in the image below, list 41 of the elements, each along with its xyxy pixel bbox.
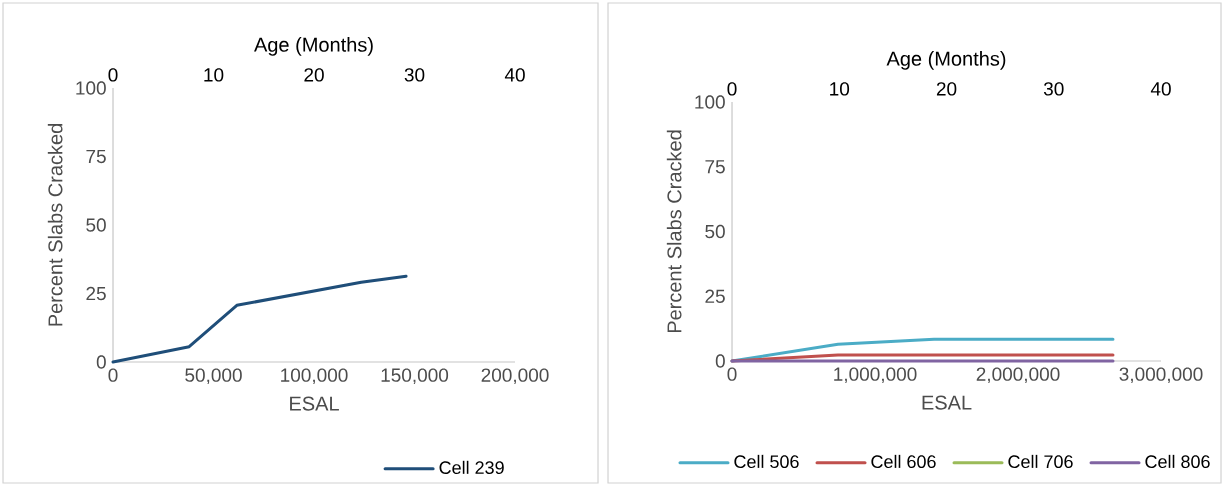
legend-label: Cell 239 <box>439 460 504 475</box>
x-tick-label: 2,000,000 <box>976 367 1060 384</box>
y-tick-label: 75 <box>705 160 725 174</box>
y-tick-label: 50 <box>705 224 725 239</box>
y-axis-title: Percent Slabs Cracked <box>47 124 63 326</box>
x-tick-label: 1,000,000 <box>834 367 917 384</box>
x-axis-title: ESAL <box>290 396 339 411</box>
legend-label: Cell 706 <box>1008 454 1073 469</box>
x-tick-label: 200,000 <box>481 368 549 385</box>
x2-tick-label: 10 <box>204 68 224 82</box>
y-tick-label: 100 <box>695 95 725 109</box>
y-tick-label: 25 <box>86 286 106 301</box>
x2-tick-label: 20 <box>936 82 957 96</box>
y-tick-label: 0 <box>96 355 106 369</box>
x2-tick-label: 10 <box>830 82 850 96</box>
x-axis-title: ESAL <box>922 395 972 410</box>
x2-tick-label: 20 <box>304 68 324 82</box>
y-axis-title: Percent Slabs Cracked <box>666 130 682 333</box>
y-tick-label: 100 <box>76 81 106 95</box>
x2-tick-label: 40 <box>1150 82 1171 96</box>
x2-axis-title: Age (Months) <box>886 51 1006 70</box>
x2-axis-title: Age (Months) <box>254 37 373 56</box>
x2-tick-label: 0 <box>108 68 118 82</box>
x2-tick-label: 40 <box>504 68 525 82</box>
y-tick-label: 50 <box>86 218 106 232</box>
x2-tick-label: 30 <box>1043 82 1064 96</box>
y-tick-label: 0 <box>715 354 725 368</box>
legend-label: Cell 606 <box>871 454 936 469</box>
x-tick-label: 0 <box>108 368 118 382</box>
x2-tick-label: 30 <box>404 68 425 82</box>
y-tick-label: 25 <box>705 289 725 303</box>
legend-label: Cell 506 <box>734 454 799 469</box>
x2-tick-label: 0 <box>727 82 737 96</box>
legend-label: Cell 806 <box>1145 454 1210 469</box>
x-tick-label: 50,000 <box>185 368 242 385</box>
x-tick-label: 0 <box>727 367 737 381</box>
line-series <box>111 274 408 364</box>
x-tick-label: 3,000,000 <box>1119 367 1203 384</box>
x-tick-label: 150,000 <box>381 368 449 385</box>
x-tick-label: 100,000 <box>281 368 348 385</box>
y-tick-label: 75 <box>86 149 106 164</box>
